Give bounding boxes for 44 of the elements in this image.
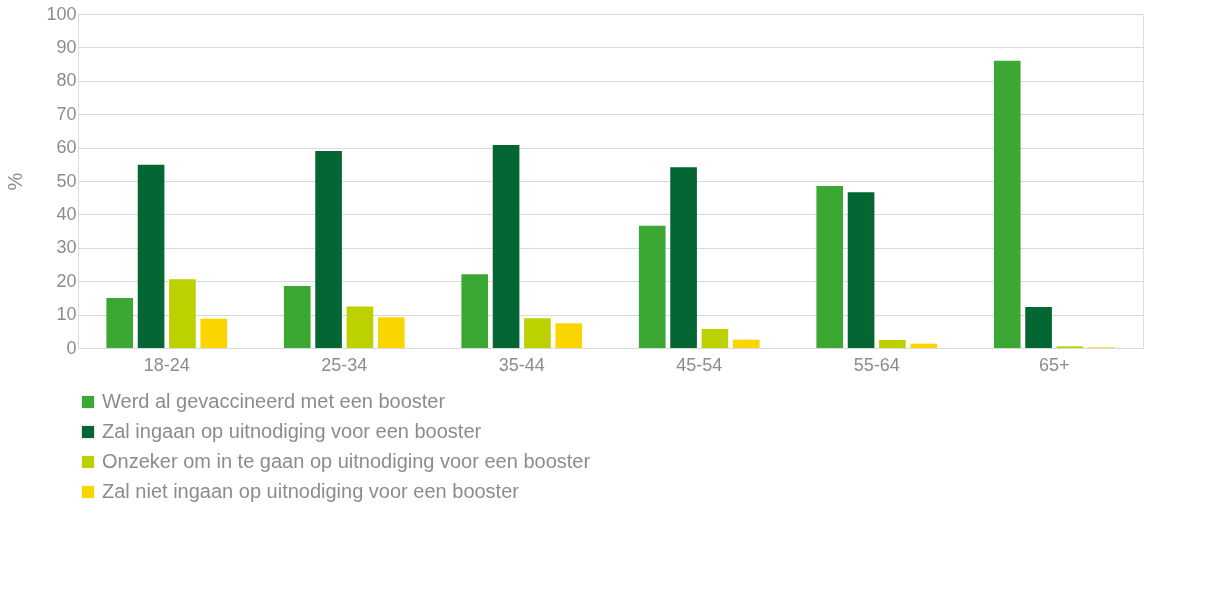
bar — [106, 297, 134, 348]
legend-label: Werd al gevaccineerd met een booster — [102, 390, 446, 412]
bar — [555, 323, 583, 348]
x-tick-label: 25-34 — [321, 354, 368, 375]
y-tick-label: 70 — [56, 103, 77, 124]
bar — [701, 328, 729, 348]
y-tick-label: 40 — [56, 203, 77, 224]
bar — [461, 274, 489, 348]
x-tick-label: 18-24 — [143, 354, 190, 375]
x-tick-label: 45-54 — [676, 354, 723, 375]
y-tick-label: 20 — [56, 270, 77, 291]
bar — [670, 167, 697, 348]
bar — [1025, 306, 1052, 348]
legend-label: Onzeker om in te gaan op uitnodiging voor een booster — [102, 450, 591, 472]
y-tick-label: 0 — [66, 337, 77, 358]
bar — [993, 60, 1021, 348]
x-tick-label: 65+ — [1038, 354, 1070, 375]
bar — [346, 306, 374, 348]
y-axis-title: % — [4, 172, 27, 191]
bar — [847, 192, 875, 348]
bar — [200, 318, 228, 348]
y-tick-label: 60 — [56, 137, 77, 158]
legend-label: Zal niet ingaan op uitnodiging voor een booster — [102, 480, 520, 502]
bar — [732, 339, 760, 348]
bar — [283, 285, 311, 348]
bar — [638, 225, 666, 348]
x-tick-label: 55-64 — [853, 354, 900, 375]
bar — [524, 318, 551, 348]
bar — [377, 317, 405, 348]
bar — [910, 343, 938, 348]
x-tick-label: 35-44 — [498, 354, 545, 375]
y-tick-label: 50 — [56, 170, 77, 191]
y-tick-label: 90 — [56, 36, 77, 57]
bar — [169, 279, 196, 348]
bar — [315, 150, 342, 348]
legend-label: Zal ingaan op uitnodiging voor een booster — [102, 420, 482, 442]
y-tick-label: 80 — [56, 70, 77, 91]
y-tick-label: 30 — [56, 237, 77, 258]
bar — [492, 144, 520, 348]
bar — [816, 186, 844, 348]
y-tick-label: 100 — [46, 3, 77, 24]
bar — [879, 339, 906, 348]
y-tick-label: 10 — [56, 304, 77, 325]
bar — [137, 164, 165, 348]
